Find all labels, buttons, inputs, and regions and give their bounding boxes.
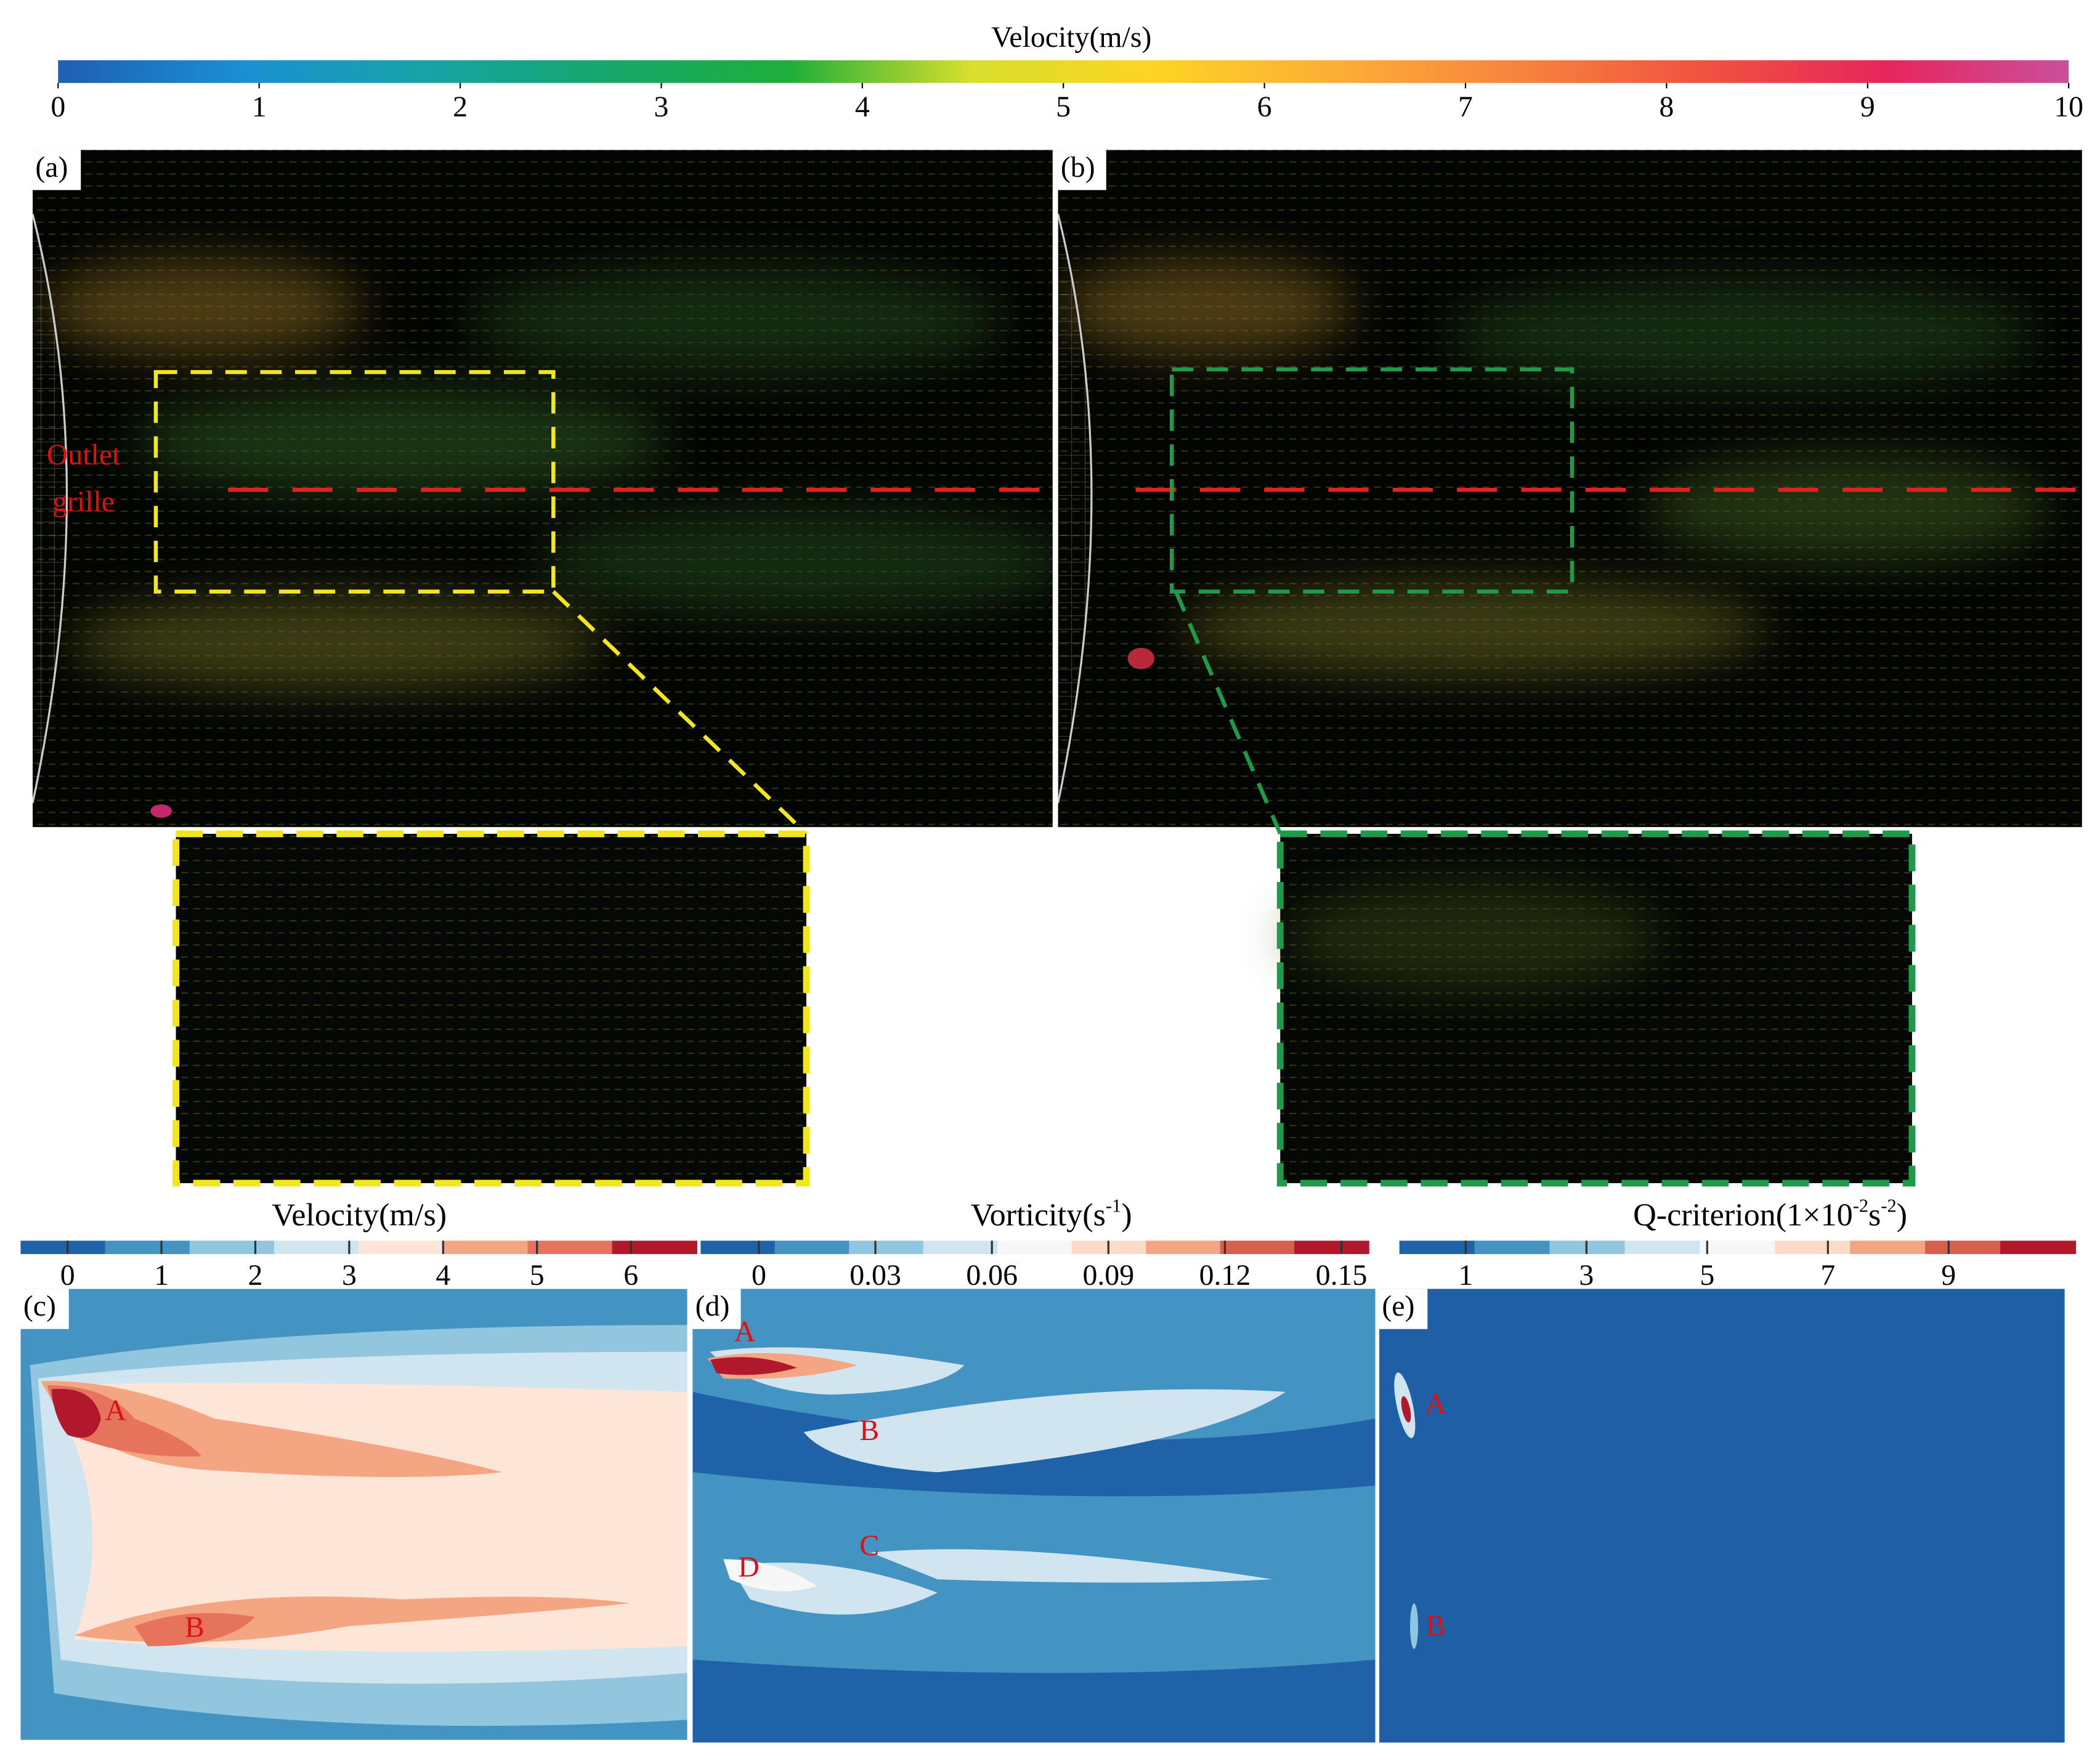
- colorbar-segment: [774, 1240, 850, 1255]
- title-part: ): [1897, 1197, 1907, 1232]
- label-bg: [1379, 1289, 1428, 1329]
- colorbar-segment: [1925, 1240, 2001, 1255]
- colorbar-segment: [923, 1240, 999, 1255]
- colorbar-segment: [274, 1240, 360, 1255]
- tick-label: 7: [1820, 1259, 1835, 1292]
- title-part: ): [1121, 1197, 1132, 1232]
- annotation: Outlet: [47, 439, 120, 471]
- tick-label: 0.03: [849, 1259, 901, 1292]
- colorbar-segment: [700, 1240, 776, 1255]
- colorbar-segment: [997, 1240, 1072, 1255]
- tick-label: 3: [342, 1259, 357, 1292]
- tick-label: 1: [252, 91, 267, 123]
- colorbar-segment: [1399, 1240, 1475, 1255]
- title-part: -2: [1881, 1195, 1896, 1216]
- colorbar-segment: [1220, 1240, 1295, 1255]
- colorbar-segment: [849, 1240, 924, 1255]
- colorbar-segment: [443, 1240, 529, 1255]
- colorbar-title: Velocity(m/s): [991, 21, 1151, 54]
- colorbar-title: Q-criterion(1×10-2s-2): [1633, 1195, 1907, 1232]
- marker: A: [734, 1315, 756, 1348]
- tick-label: 10: [2054, 91, 2083, 123]
- zoom-box: [153, 370, 556, 594]
- tick-label: 4: [436, 1259, 450, 1292]
- colorbar-segment: [527, 1240, 613, 1255]
- panel-d: [692, 1289, 1376, 1743]
- tick-label: 2: [453, 91, 468, 123]
- colorbar-segment: [20, 1240, 106, 1255]
- colorbar-segment: [612, 1240, 697, 1255]
- panel-label: (b): [1061, 151, 1095, 184]
- tick-label: 9: [1941, 1259, 1956, 1292]
- panel-label: (d): [695, 1290, 730, 1322]
- marker: B: [859, 1414, 879, 1447]
- panel-c: [20, 1289, 687, 1740]
- colorbar-segment: [359, 1240, 444, 1255]
- connector: [1174, 591, 1283, 835]
- colorbar-segment: [1700, 1240, 1776, 1255]
- colorbar-segment: [2000, 1240, 2077, 1255]
- colorbar-segment: [1850, 1240, 1926, 1255]
- colorbar-segment: [1146, 1240, 1221, 1255]
- title-part: Vorticity(s: [971, 1197, 1106, 1232]
- marker: D: [738, 1551, 760, 1584]
- tick-label: 9: [1860, 91, 1875, 123]
- marker: B: [1425, 1609, 1445, 1642]
- zoom-box: [1169, 367, 1575, 594]
- tick-label: 2: [248, 1259, 263, 1292]
- tick-label: 0.12: [1199, 1259, 1251, 1292]
- tick-label: 0.06: [966, 1259, 1018, 1292]
- colorbar-segment: [1624, 1240, 1701, 1255]
- tick-label: 5: [1056, 91, 1071, 123]
- tick-label: 0.15: [1316, 1259, 1368, 1292]
- label-bg: [1058, 150, 1106, 190]
- tick-label: 1: [1458, 1259, 1473, 1292]
- marker: A: [105, 1394, 126, 1427]
- tick-label: 6: [623, 1259, 638, 1292]
- tick-label: 0: [51, 91, 65, 123]
- label-bg: [33, 150, 81, 190]
- tick-label: 4: [855, 91, 870, 123]
- panel-e: [1379, 1289, 2065, 1743]
- marker: B: [185, 1611, 205, 1644]
- tick-label: 1: [154, 1259, 169, 1292]
- tick-label: 0: [60, 1259, 75, 1292]
- colorbar-segment: [189, 1240, 275, 1255]
- tick-label: 7: [1458, 91, 1473, 123]
- panel-label: (a): [35, 151, 68, 184]
- label-bg: [692, 1289, 741, 1329]
- colorbar-title: Vorticity(s-1): [971, 1195, 1132, 1232]
- tick-label: 5: [1700, 1259, 1714, 1292]
- connector: [552, 590, 808, 836]
- title-part: Velocity(m/s): [272, 1197, 447, 1232]
- tick-label: 3: [654, 91, 669, 123]
- panel-label: (c): [23, 1290, 56, 1322]
- label-bg: [20, 1289, 69, 1329]
- tick-label: 8: [1659, 91, 1674, 123]
- tick-label: 6: [1257, 91, 1272, 123]
- colorbar-segment: [1474, 1240, 1551, 1255]
- annotation: grille: [52, 485, 115, 518]
- colorbar-segment: [1549, 1240, 1626, 1255]
- title-part: -2: [1853, 1195, 1868, 1216]
- colorbar-title: Velocity(m/s): [272, 1197, 447, 1232]
- title-part: s: [1868, 1197, 1881, 1232]
- tick-label: 0: [752, 1259, 766, 1292]
- tick-label: 0.09: [1082, 1259, 1134, 1292]
- tick-label: 3: [1579, 1259, 1594, 1292]
- marker: A: [1425, 1388, 1446, 1420]
- inset-a: [172, 830, 810, 1187]
- colorbar-segment: [105, 1240, 190, 1255]
- colorbar: [58, 60, 2069, 83]
- panel-label: (e): [1382, 1290, 1414, 1322]
- inset-b: [1276, 830, 1916, 1187]
- colorbar-segment: [1294, 1240, 1369, 1255]
- colorbar-segment: [1775, 1240, 1851, 1255]
- marker: C: [859, 1529, 879, 1562]
- tick-label: 5: [530, 1259, 545, 1292]
- title-part: Q-criterion(1×10: [1633, 1197, 1853, 1232]
- title-part: -1: [1106, 1195, 1121, 1216]
